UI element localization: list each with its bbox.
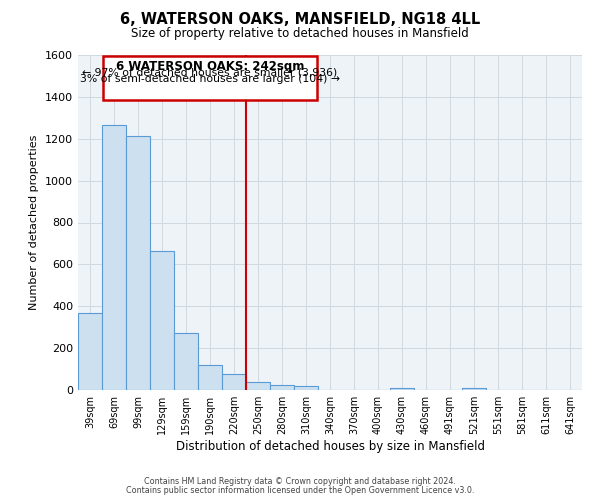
X-axis label: Distribution of detached houses by size in Mansfield: Distribution of detached houses by size … xyxy=(176,440,485,453)
Text: ← 97% of detached houses are smaller (3,936): ← 97% of detached houses are smaller (3,… xyxy=(82,68,338,78)
Bar xyxy=(126,136,150,390)
Text: Contains public sector information licensed under the Open Government Licence v3: Contains public sector information licen… xyxy=(126,486,474,495)
Bar xyxy=(294,386,318,390)
Bar xyxy=(246,382,270,390)
Bar xyxy=(462,388,486,390)
Bar xyxy=(222,374,246,390)
Bar xyxy=(78,312,102,390)
Text: Contains HM Land Registry data © Crown copyright and database right 2024.: Contains HM Land Registry data © Crown c… xyxy=(144,477,456,486)
Bar xyxy=(174,334,198,390)
Text: Size of property relative to detached houses in Mansfield: Size of property relative to detached ho… xyxy=(131,28,469,40)
Text: 6, WATERSON OAKS, MANSFIELD, NG18 4LL: 6, WATERSON OAKS, MANSFIELD, NG18 4LL xyxy=(120,12,480,28)
Bar xyxy=(102,125,126,390)
Y-axis label: Number of detached properties: Number of detached properties xyxy=(29,135,40,310)
Bar xyxy=(390,388,414,390)
Bar xyxy=(150,251,174,390)
Bar xyxy=(198,365,222,390)
Text: 6 WATERSON OAKS: 242sqm: 6 WATERSON OAKS: 242sqm xyxy=(116,60,304,73)
FancyBboxPatch shape xyxy=(103,56,317,100)
Text: 3% of semi-detached houses are larger (104) →: 3% of semi-detached houses are larger (1… xyxy=(80,74,340,85)
Bar xyxy=(270,385,294,390)
